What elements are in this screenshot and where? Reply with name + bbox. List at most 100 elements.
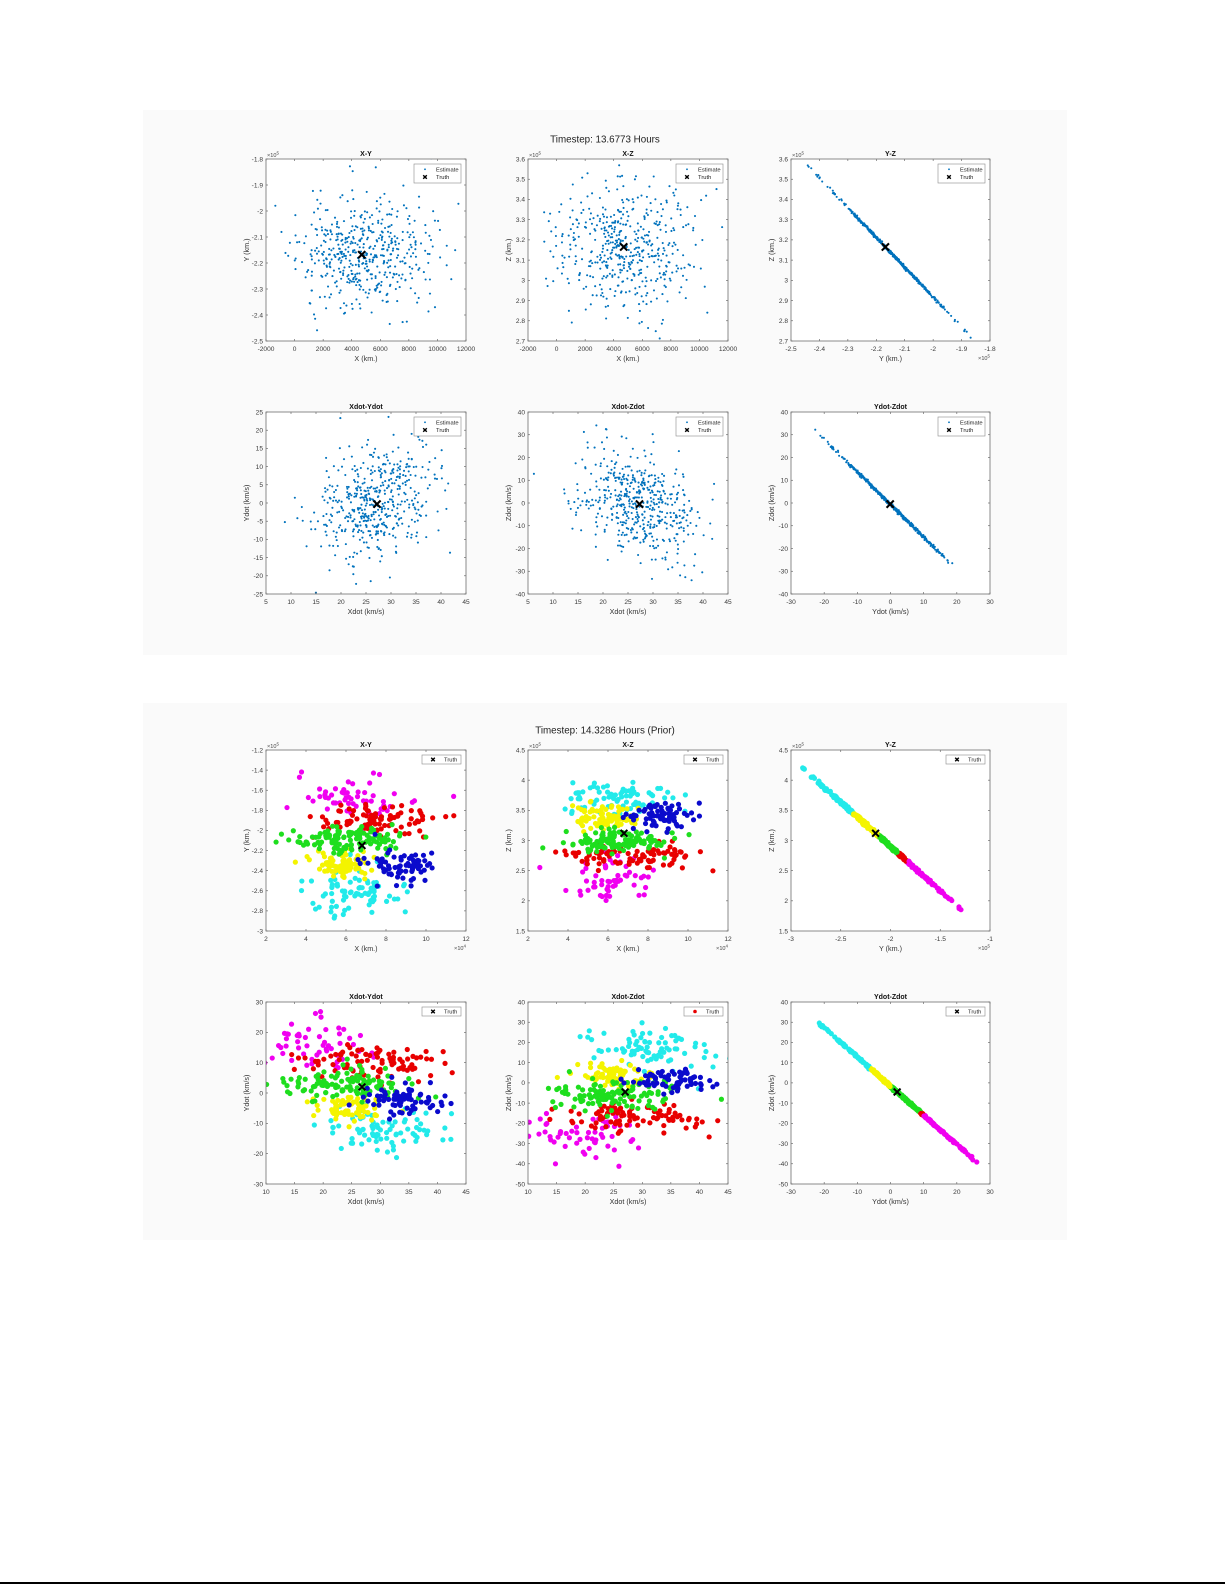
- estimate-point: [390, 253, 393, 256]
- estimate-point: [661, 472, 664, 476]
- cluster-point: [315, 839, 321, 845]
- estimate-point: [454, 249, 457, 252]
- x-axis-label: Y (km.): [879, 354, 902, 363]
- cluster-point: [638, 875, 644, 881]
- estimate-point: [367, 227, 370, 230]
- estimate-point: [316, 233, 319, 237]
- cluster-point: [424, 1132, 430, 1138]
- estimate-point: [638, 255, 641, 258]
- cluster-point: [340, 911, 346, 918]
- cluster-point: [416, 819, 422, 825]
- estimate-point: [651, 491, 654, 494]
- estimate-point: [612, 472, 615, 476]
- estimate-point: [644, 469, 647, 472]
- estimate-point: [835, 195, 838, 198]
- estimate-point: [672, 191, 675, 194]
- cluster-point: [423, 1110, 429, 1116]
- cluster-point: [605, 884, 611, 890]
- cluster-point: [398, 1130, 404, 1136]
- estimate-point: [640, 260, 643, 263]
- cluster-point: [336, 1123, 342, 1129]
- estimate-point: [618, 233, 621, 236]
- estimate-point: [653, 484, 656, 487]
- estimate-point: [620, 550, 623, 553]
- estimate-point: [313, 262, 316, 265]
- cluster-point: [593, 830, 599, 836]
- estimate-point: [353, 551, 356, 554]
- cluster-point: [620, 842, 626, 848]
- cluster-point: [379, 1057, 385, 1064]
- estimate-point: [412, 252, 415, 255]
- cluster-point: [330, 1061, 336, 1068]
- cluster-point: [428, 1056, 435, 1062]
- estimate-point: [661, 500, 664, 503]
- estimate-point: [390, 239, 393, 242]
- estimate-point: [696, 511, 699, 514]
- estimate-point: [615, 498, 618, 502]
- estimate-point: [371, 258, 374, 261]
- y-tick-label: -20: [253, 573, 263, 580]
- cluster-point: [408, 816, 414, 822]
- axes-box: [790, 411, 991, 595]
- cluster-point: [611, 829, 617, 835]
- estimate-point: [569, 248, 572, 251]
- x-axis-exponent: ×104: [716, 944, 729, 953]
- estimate-point: [807, 165, 810, 168]
- cluster-point: [553, 849, 559, 855]
- estimate-point: [917, 532, 920, 535]
- estimate-point: [361, 233, 364, 236]
- estimate-point: [594, 463, 597, 466]
- estimate-point: [355, 552, 359, 555]
- x-tick-label: -1: [987, 936, 993, 943]
- estimate-point: [630, 500, 633, 503]
- cluster-point: [597, 819, 603, 826]
- estimate-point: [941, 553, 944, 556]
- scatter-points: [814, 428, 954, 565]
- cluster-point: [365, 860, 371, 866]
- estimate-point: [432, 210, 435, 213]
- estimate-point: [402, 469, 406, 472]
- estimate-point: [715, 188, 718, 191]
- estimate-point: [333, 253, 336, 256]
- estimate-point: [431, 245, 434, 248]
- estimate-point: [325, 258, 328, 261]
- cluster-point: [620, 847, 627, 854]
- estimate-point: [365, 252, 368, 255]
- estimate-point: [846, 459, 849, 462]
- estimate-point: [626, 465, 630, 468]
- estimate-point: [647, 252, 650, 256]
- estimate-point: [362, 221, 365, 224]
- estimate-point: [414, 255, 417, 258]
- estimate-point: [543, 240, 546, 243]
- estimate-point: [346, 240, 349, 243]
- y-tick-label: 3: [521, 838, 525, 845]
- scatter-points: [800, 765, 964, 913]
- estimate-point: [581, 500, 584, 503]
- estimate-point: [634, 521, 637, 524]
- cluster-point: [414, 1134, 420, 1140]
- cluster-point: [473, 1120, 478, 1125]
- estimate-point: [371, 222, 374, 226]
- estimate-point: [897, 509, 900, 512]
- estimate-point: [937, 301, 940, 304]
- estimate-point: [350, 302, 353, 305]
- cluster-point: [665, 789, 671, 795]
- estimate-point: [594, 533, 597, 536]
- estimate-point: [561, 235, 564, 238]
- estimate-point: [363, 477, 366, 480]
- scatter-points: [543, 164, 724, 340]
- estimate-point: [322, 515, 325, 518]
- estimate-point: [695, 524, 698, 527]
- estimate-point: [334, 535, 337, 538]
- estimate-point: [357, 263, 360, 266]
- estimate-point: [650, 209, 653, 212]
- estimate-point: [689, 509, 692, 513]
- estimate-point: [350, 280, 353, 283]
- estimate-point: [389, 514, 392, 517]
- cluster-point: [390, 1143, 396, 1149]
- estimate-point: [380, 522, 384, 525]
- legend-label: Truth: [706, 758, 719, 764]
- estimate-point: [965, 330, 968, 333]
- scatter-points: [532, 424, 716, 582]
